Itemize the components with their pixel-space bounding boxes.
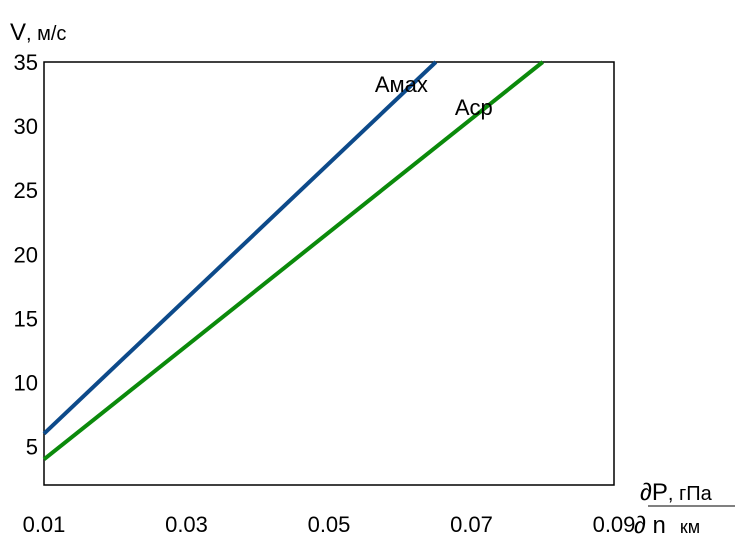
x-tick-labels: 0.01 0.03 0.05 0.07 0.09 bbox=[23, 512, 636, 537]
x-axis-label-num-unit: , гПа bbox=[668, 483, 713, 505]
x-tick-label: 0.05 bbox=[308, 512, 351, 537]
x-axis-label-denominator: ∂ n км bbox=[634, 512, 700, 539]
y-axis-label-symbol: V bbox=[10, 19, 26, 46]
y-tick-label: 25 bbox=[14, 178, 38, 203]
y-tick-label: 10 bbox=[14, 370, 38, 395]
series-line-1 bbox=[42, 60, 438, 436]
x-axis-label-num-symbol: ∂P bbox=[640, 479, 668, 506]
y-tick-label: 20 bbox=[14, 242, 38, 267]
y-tick-label: 5 bbox=[26, 435, 38, 460]
x-axis-label-den-unit: км bbox=[680, 517, 700, 537]
plot-frame bbox=[43, 61, 615, 486]
x-tick-label: 0.09 bbox=[593, 512, 636, 537]
x-tick-label: 0.07 bbox=[450, 512, 493, 537]
y-tick-label: 15 bbox=[14, 306, 38, 331]
y-tick-label: 30 bbox=[14, 114, 38, 139]
y-tick-labels: 5 10 15 20 25 30 35 bbox=[14, 50, 38, 460]
x-tick-label: 0.01 bbox=[23, 512, 66, 537]
y-axis-label: V, м/с bbox=[10, 19, 66, 46]
x-tick-label: 0.03 bbox=[165, 512, 208, 537]
series-line-2 bbox=[42, 60, 544, 461]
series-label-2: Аср bbox=[455, 95, 493, 120]
x-axis-label-numerator: ∂P, гПа bbox=[640, 479, 713, 506]
y-axis-label-unit: , м/с bbox=[26, 23, 66, 45]
series-label-1: Амах bbox=[375, 72, 428, 97]
y-tick-label: 35 bbox=[14, 50, 38, 75]
series-layer: Амах Аср bbox=[42, 60, 544, 461]
x-axis-label-den-symbol: ∂ n bbox=[634, 512, 666, 539]
